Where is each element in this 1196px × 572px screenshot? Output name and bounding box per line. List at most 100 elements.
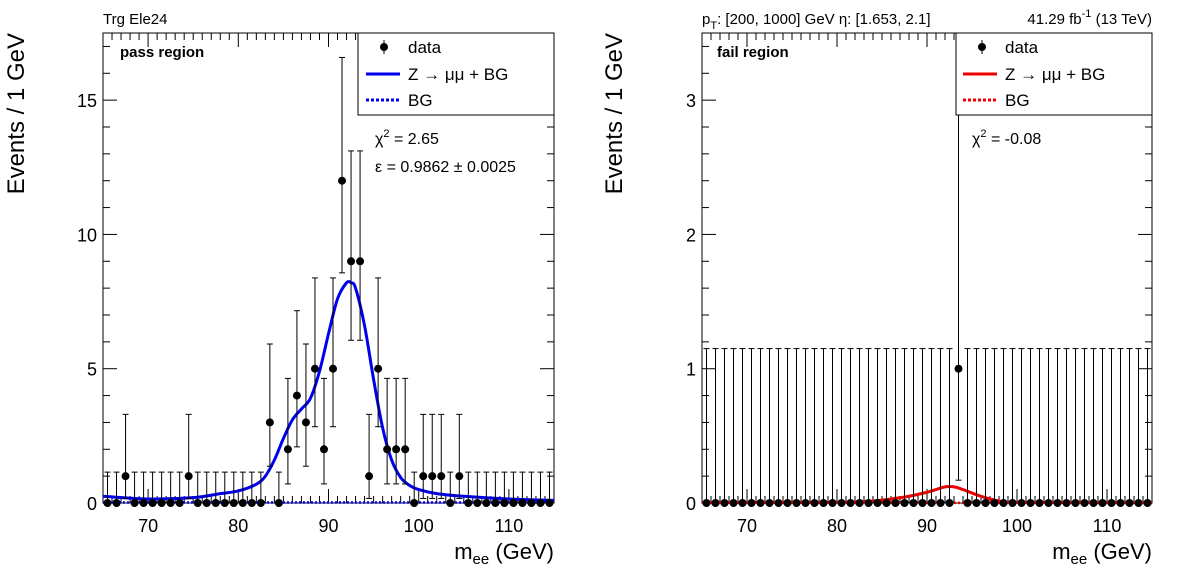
x-axis-label: mee (GeV) xyxy=(1052,539,1152,568)
data-point xyxy=(274,499,283,507)
data-point xyxy=(702,499,711,507)
y-axis-label: Events / 1 GeV xyxy=(3,33,30,194)
data-point xyxy=(536,499,545,507)
data-point xyxy=(509,499,518,507)
legend-model-label: Z → μμ + BG xyxy=(408,65,508,84)
data-point xyxy=(1080,499,1089,507)
x-tick-label: 110 xyxy=(1093,516,1122,536)
y-tick-label: 0 xyxy=(686,494,696,514)
x-tick-label: 70 xyxy=(737,516,757,536)
data-point xyxy=(265,418,274,427)
data-point xyxy=(873,499,882,507)
data-point xyxy=(1125,499,1134,507)
data-point xyxy=(437,472,446,481)
region-label: fail region xyxy=(717,44,789,61)
data-point xyxy=(545,499,554,507)
data-point xyxy=(927,499,936,507)
data-point xyxy=(410,499,419,507)
header-selection: pT: [200, 1000] GeV η: [1.653, 2.1] xyxy=(702,11,931,32)
data-point xyxy=(1116,499,1125,507)
x-label-unit: (GeV) xyxy=(489,539,554,564)
data-point xyxy=(990,499,999,507)
chi2-text: χ2 = 2.65 xyxy=(375,128,439,148)
data-point xyxy=(711,499,720,507)
data-point xyxy=(1107,499,1116,507)
x-tick-label: 100 xyxy=(404,516,434,536)
data-point xyxy=(247,499,256,507)
y-tick-label: 1 xyxy=(686,360,696,380)
data-point xyxy=(936,499,945,507)
fail-panel: pT: [200, 1000] GeV η: [1.653, 2.1] 41.2… xyxy=(601,8,1153,568)
data-point xyxy=(112,499,121,507)
legend-model-label: Z → μμ + BG xyxy=(1005,65,1105,84)
x-tick-label: 90 xyxy=(318,516,338,536)
data-point xyxy=(774,499,783,507)
data-point xyxy=(139,499,148,507)
x-tick-label: 80 xyxy=(228,516,248,536)
data-point xyxy=(482,499,491,507)
data-point xyxy=(518,499,527,507)
data-point xyxy=(954,364,963,373)
data-point xyxy=(918,499,927,507)
data-point xyxy=(972,499,981,507)
data-point xyxy=(846,499,855,507)
x-label-sub: ee xyxy=(1071,551,1088,568)
data-point xyxy=(792,499,801,507)
x-label-unit: (GeV) xyxy=(1087,539,1152,564)
data-point xyxy=(1026,499,1035,507)
data-point xyxy=(891,499,900,507)
data-point xyxy=(765,499,774,507)
data-point xyxy=(193,499,202,507)
axis-ticks: 70 80 90 100 110 0 5 10 15 xyxy=(77,33,554,536)
legend-data-label: data xyxy=(408,38,442,57)
data-point xyxy=(527,499,536,507)
data-point xyxy=(756,499,765,507)
chi2-text: χ2 = -0.08 xyxy=(972,128,1041,148)
header-lumi: 41.29 fb-1 (13 TeV) xyxy=(1027,8,1152,28)
x-tick-label: 110 xyxy=(495,516,524,536)
y-tick-label: 5 xyxy=(87,360,97,380)
data-point xyxy=(981,499,990,507)
data-point xyxy=(392,445,401,454)
x-label-sub: ee xyxy=(473,551,490,568)
data-point xyxy=(801,499,810,507)
data-point xyxy=(292,391,301,400)
model-line xyxy=(102,279,555,502)
data-point xyxy=(882,499,891,507)
y-tick-label: 3 xyxy=(686,91,696,111)
data-point xyxy=(1134,499,1143,507)
data-point xyxy=(383,445,392,454)
data-point xyxy=(1071,499,1080,507)
data-point xyxy=(419,472,428,481)
data-point xyxy=(301,418,310,427)
data-points xyxy=(103,56,554,507)
data-point xyxy=(1053,499,1062,507)
data-point xyxy=(464,499,473,507)
x-tick-label: 90 xyxy=(917,516,937,536)
data-point xyxy=(220,499,229,507)
data-point xyxy=(783,499,792,507)
data-point xyxy=(909,499,918,507)
x-tick-label: 70 xyxy=(138,516,158,536)
data-point xyxy=(103,499,112,507)
data-point xyxy=(720,499,729,507)
data-point xyxy=(121,472,130,481)
data-point xyxy=(963,499,972,507)
data-point xyxy=(491,499,500,507)
y-tick-label: 0 xyxy=(87,494,97,514)
data-point xyxy=(1098,499,1107,507)
data-point xyxy=(729,499,738,507)
data-point xyxy=(229,499,238,507)
data-point xyxy=(166,499,175,507)
x-tick-label: 100 xyxy=(1002,516,1032,536)
data-point xyxy=(256,499,265,507)
data-point xyxy=(1035,499,1044,507)
y-axis-label: Events / 1 GeV xyxy=(601,33,628,194)
data-point xyxy=(810,499,819,507)
data-point xyxy=(130,499,139,507)
svg-text:mee (GeV): mee (GeV) xyxy=(454,539,554,568)
legend: data Z → μμ + BG BG xyxy=(357,32,555,116)
data-points xyxy=(702,59,1152,507)
data-point xyxy=(1062,499,1071,507)
data-point xyxy=(356,257,365,266)
